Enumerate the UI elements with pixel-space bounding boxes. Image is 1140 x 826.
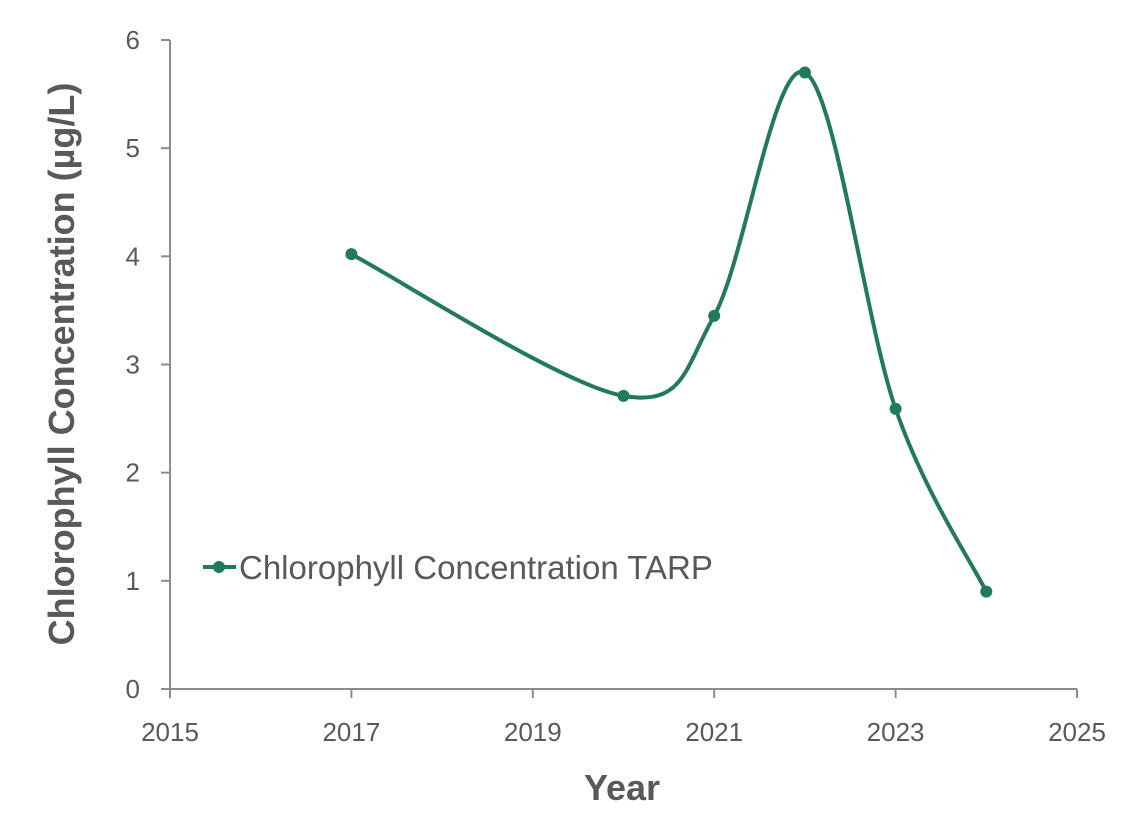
data-point: [980, 585, 993, 598]
x-tick-label: 2017: [322, 717, 380, 747]
series: [345, 66, 993, 598]
x-tick-label: 2019: [504, 717, 562, 747]
y-tick-label: 4: [126, 241, 140, 271]
x-tick-label: 2021: [685, 717, 743, 747]
y-tick-label: 1: [126, 566, 140, 596]
x-tick-label: 2025: [1048, 717, 1106, 747]
axes: [161, 39, 1078, 698]
legend-label: Chlorophyll Concentration TARP: [239, 549, 713, 586]
data-point: [798, 66, 811, 79]
y-tick-label: 0: [126, 674, 140, 704]
x-axis-title: Year: [584, 767, 660, 808]
data-point: [345, 248, 358, 261]
data-point: [617, 389, 630, 402]
x-tick-label: 2023: [867, 717, 925, 747]
y-tick-label: 5: [126, 133, 140, 163]
x-tick-label: 2015: [141, 717, 199, 747]
y-tick-label: 3: [126, 350, 140, 380]
tick-labels: 0 1 2 3 4 5 6 2015 2017 2019 2021 2023 2025: [126, 25, 1106, 747]
series-line: [349, 69, 989, 594]
y-tick-label: 6: [126, 25, 140, 55]
y-tick-label: 2: [126, 458, 140, 488]
data-point: [708, 309, 721, 322]
y-axis-title: Chlorophyll Concentration (µg/L): [41, 83, 82, 646]
legend: Chlorophyll Concentration TARP: [203, 549, 713, 586]
data-point: [889, 402, 902, 415]
legend-point-marker: [213, 561, 225, 573]
